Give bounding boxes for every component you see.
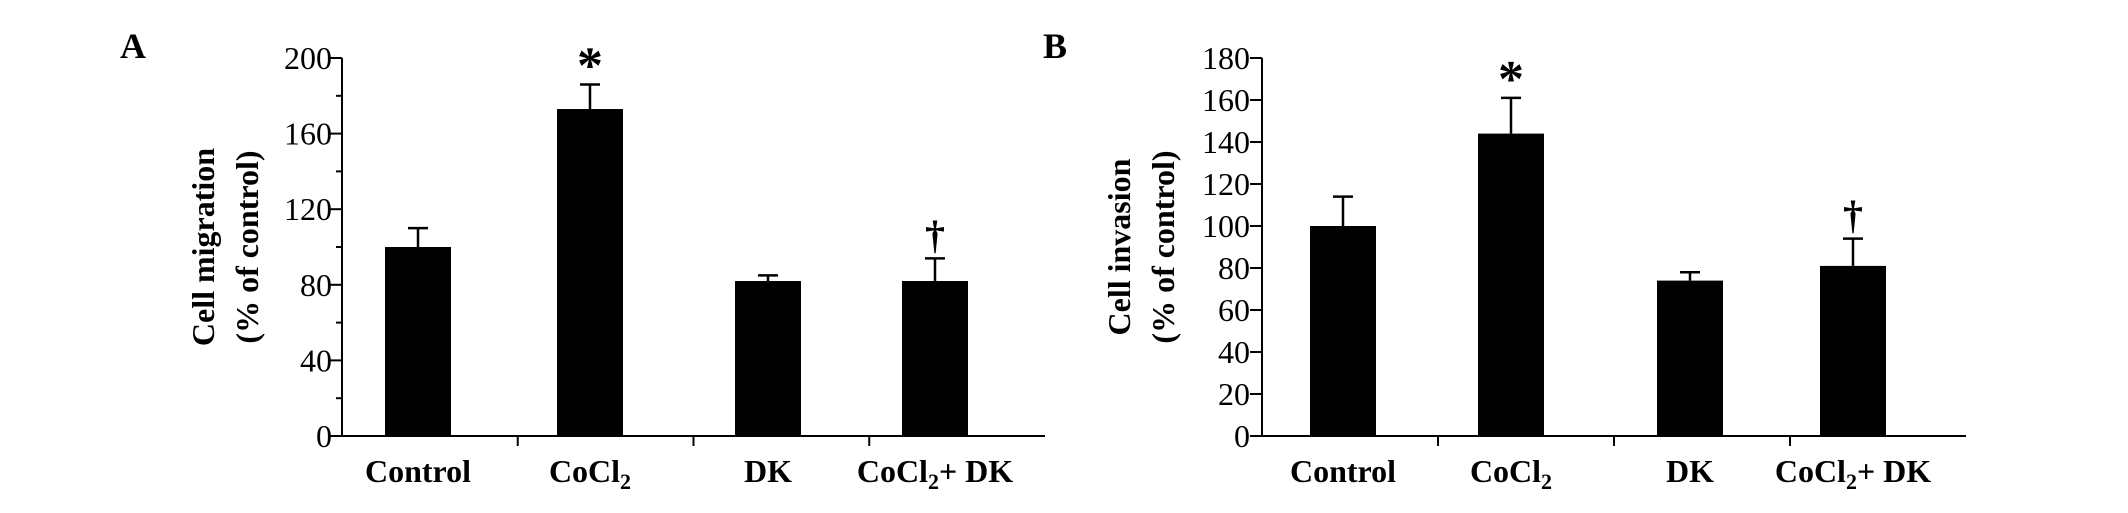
x-tick-label: Control — [1290, 453, 1396, 489]
y-tick-label: 180 — [1202, 40, 1250, 76]
bar — [1820, 265, 1886, 436]
y-tick-label: 120 — [1202, 166, 1250, 202]
y-tick-label: 0 — [1234, 418, 1250, 454]
y-tick-label: 80 — [300, 267, 332, 303]
y-tick-label: 80 — [1218, 250, 1250, 286]
y-tick-label: 140 — [1202, 124, 1250, 160]
bar — [1657, 280, 1723, 436]
y-tick-label: 0 — [316, 418, 332, 454]
x-tick-label: CoCl2 — [1470, 453, 1552, 494]
panel-letter: A — [120, 26, 146, 66]
y-tick-label: 100 — [1202, 208, 1250, 244]
y-axis-label: Cell migration — [185, 148, 221, 346]
x-tick-label: DK — [744, 453, 792, 489]
significance-star: * — [1498, 51, 1524, 108]
bar — [1310, 226, 1376, 436]
y-axis-label: (% of control) — [1145, 150, 1181, 343]
significance-star: * — [577, 37, 603, 94]
bar — [902, 281, 968, 436]
y-tick-label: 20 — [1218, 376, 1250, 412]
y-tick-label: 120 — [284, 191, 332, 227]
y-tick-label: 40 — [1218, 334, 1250, 370]
significance-dagger: † — [925, 212, 945, 257]
x-tick-label: CoCl2+ DK — [857, 453, 1013, 494]
x-tick-label: CoCl2+ DK — [1775, 453, 1931, 494]
bar — [735, 281, 801, 436]
panel-letter: B — [1043, 26, 1067, 66]
bar — [557, 109, 623, 436]
y-tick-label: 200 — [284, 40, 332, 76]
y-axis-label: (% of control) — [229, 150, 265, 343]
x-tick-label: Control — [365, 453, 471, 489]
bar — [1478, 133, 1544, 436]
y-tick-label: 160 — [1202, 82, 1250, 118]
significance-dagger: † — [1843, 193, 1863, 238]
y-tick-label: 160 — [284, 116, 332, 152]
bar — [385, 247, 451, 436]
y-tick-label: 60 — [1218, 292, 1250, 328]
y-axis-label: Cell invasion — [1101, 158, 1137, 335]
y-tick-label: 40 — [300, 342, 332, 378]
x-tick-label: CoCl2 — [549, 453, 631, 494]
x-tick-label: DK — [1666, 453, 1714, 489]
